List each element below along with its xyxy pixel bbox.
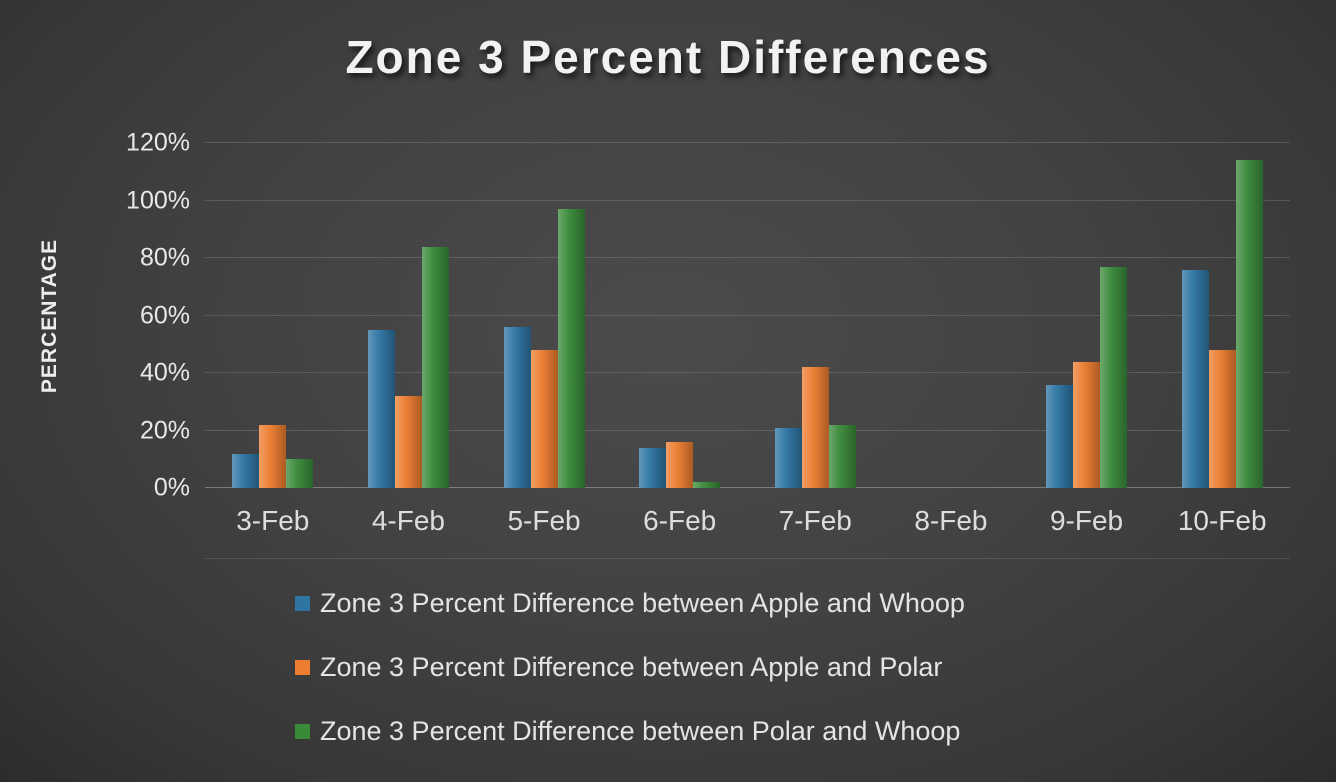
y-axis-title-text: PERCENTAGE — [38, 238, 62, 393]
bar — [1046, 384, 1074, 488]
bar-group-4-feb — [341, 143, 477, 488]
x-axis-line — [205, 487, 1290, 488]
bar-group-3-feb — [205, 143, 341, 488]
y-tick-label: 120% — [126, 128, 190, 157]
bar-group-9-feb — [1019, 143, 1155, 488]
x-axis-label: 6-Feb — [643, 505, 717, 536]
bar — [530, 350, 558, 488]
x-axis-label: 7-Feb — [778, 505, 852, 536]
bar — [421, 246, 449, 488]
x-axis-label: 4-Feb — [371, 505, 446, 536]
legend-swatch-icon — [295, 596, 310, 611]
x-axis-label: 3-Feb — [236, 505, 310, 536]
bar — [828, 424, 856, 488]
bar — [1208, 350, 1236, 488]
bar — [1100, 266, 1128, 488]
legend-item: Zone 3 Percent Difference between Polar … — [295, 716, 965, 747]
legend-swatch-icon — [295, 724, 310, 739]
bar — [394, 396, 422, 488]
bar-group-7-feb — [748, 143, 884, 488]
bar — [367, 329, 395, 488]
y-axis-ticks: 0% 20% 40% 60% 80% 100% 120% — [95, 129, 190, 502]
legend-label: Zone 3 Percent Difference between Polar … — [320, 716, 961, 746]
plot-area — [205, 142, 1290, 488]
y-tick-label: 0% — [153, 473, 190, 502]
bar — [232, 453, 260, 488]
bar-group-8-feb — [883, 143, 1019, 488]
gridline — [205, 314, 1290, 316]
legend-item: Zone 3 Percent Difference between Apple … — [295, 652, 965, 683]
legend-label: Zone 3 Percent Difference between Apple … — [320, 588, 965, 618]
x-axis-label: 9-Feb — [1049, 505, 1124, 536]
y-tick-label: 100% — [126, 186, 190, 214]
bar-groups — [205, 143, 1290, 488]
gridline — [205, 429, 1290, 431]
bar-group-10-feb — [1154, 143, 1290, 488]
chart-title: Zone 3 Percent Differences — [345, 31, 991, 83]
bar-group-5-feb — [476, 143, 612, 488]
gridline — [205, 142, 1290, 143]
bar — [503, 327, 531, 488]
y-tick-label: 60% — [139, 301, 190, 329]
bar — [1181, 269, 1209, 488]
bar — [259, 424, 287, 488]
gridline — [205, 199, 1290, 201]
x-axis-label: 10-Feb — [1177, 505, 1267, 536]
gridline — [205, 372, 1290, 373]
y-tick-label: 40% — [139, 358, 190, 387]
bar — [1073, 361, 1101, 488]
bar — [666, 442, 694, 488]
y-axis-title: PERCENTAGE — [28, 143, 72, 488]
y-tick-label: 80% — [139, 243, 190, 272]
bar — [639, 447, 667, 488]
y-tick-label: 20% — [139, 416, 190, 444]
bar — [286, 459, 314, 488]
x-axis-label: 8-Feb — [914, 505, 988, 536]
gridline — [205, 257, 1290, 258]
x-axis-underline — [205, 558, 1290, 559]
x-axis-labels: 3-Feb 4-Feb 5-Feb 6-Feb 7-Feb 8-Feb 9-Feb 10-Fe… — [205, 505, 1290, 537]
legend-label: Zone 3 Percent Difference between Apple … — [320, 652, 943, 682]
bar — [693, 482, 721, 488]
legend: Zone 3 Percent Difference between Apple … — [295, 588, 965, 747]
bar-group-6-feb — [612, 143, 748, 488]
bar — [774, 427, 802, 488]
bar — [801, 367, 829, 488]
x-axis-label: 5-Feb — [507, 505, 581, 536]
bar — [1235, 160, 1263, 488]
legend-swatch-icon — [295, 660, 310, 675]
legend-item: Zone 3 Percent Difference between Apple … — [295, 588, 965, 619]
bar — [557, 209, 585, 488]
